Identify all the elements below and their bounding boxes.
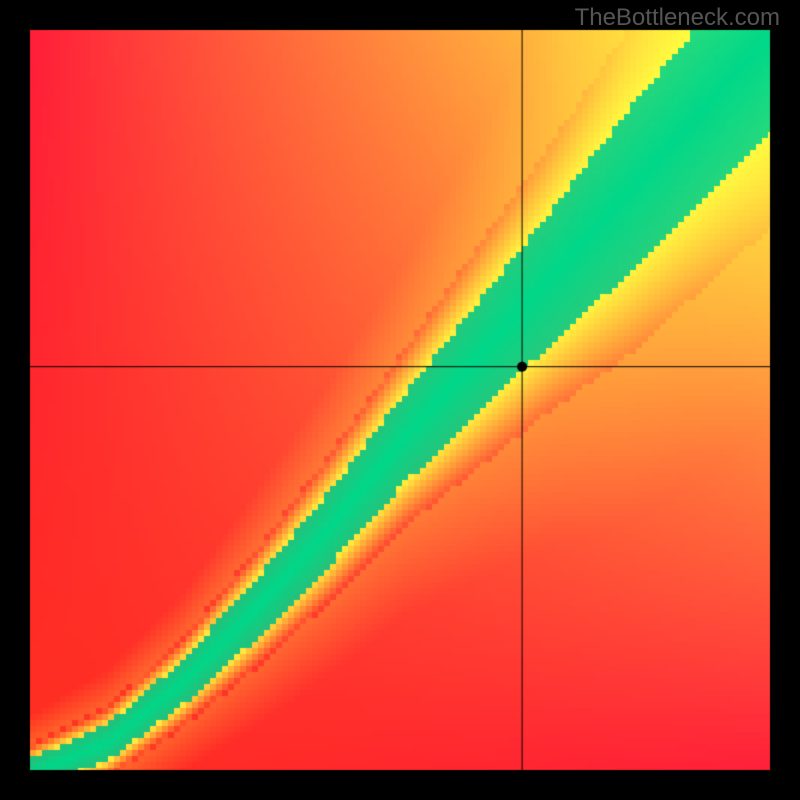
- bottleneck-heatmap: [0, 0, 800, 800]
- chart-container: TheBottleneck.com: [0, 0, 800, 800]
- watermark-text: TheBottleneck.com: [575, 4, 780, 32]
